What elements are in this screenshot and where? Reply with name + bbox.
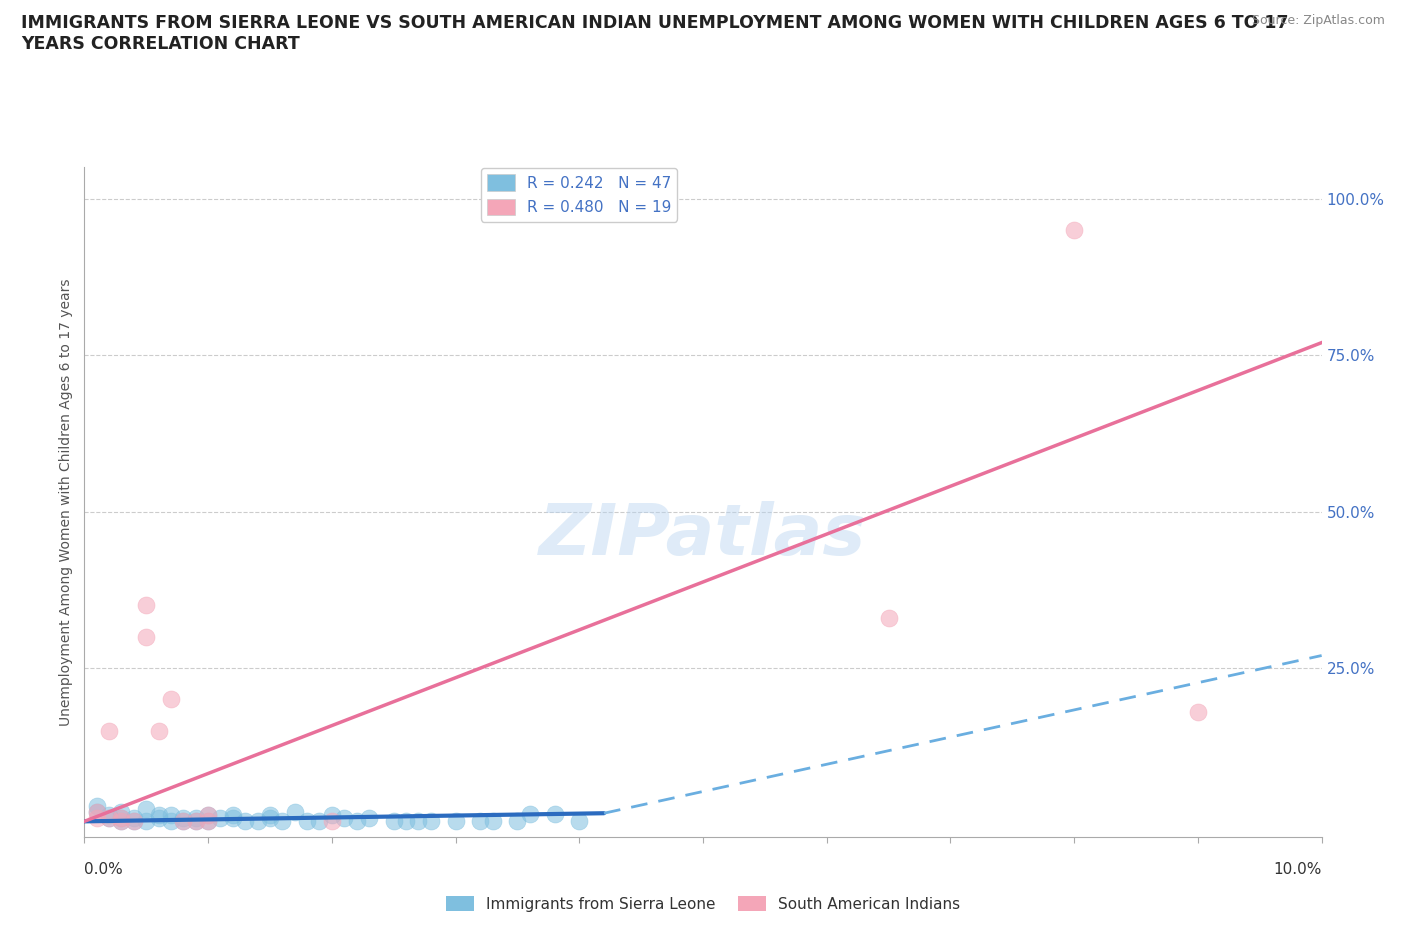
Point (184, 814, 207, 829)
Point (110, 811, 132, 826)
Point (148, 724, 170, 738)
Point (160, 814, 183, 829)
Point (519, 807, 541, 822)
Point (877, 610, 900, 625)
Point (184, 811, 207, 826)
Point (86, 811, 108, 826)
Point (172, 811, 194, 826)
Point (395, 814, 418, 829)
Point (333, 811, 356, 826)
Point (382, 814, 405, 829)
Point (346, 814, 368, 829)
Legend: Immigrants from Sierra Leone, South American Indians: Immigrants from Sierra Leone, South Amer… (440, 889, 966, 918)
Point (295, 814, 318, 829)
Text: 0.0%: 0.0% (84, 862, 124, 877)
Point (222, 807, 245, 822)
Point (122, 814, 145, 829)
Point (419, 814, 441, 829)
Legend: R = 0.242   N = 47, R = 0.480   N = 19: R = 0.242 N = 47, R = 0.480 N = 19 (481, 168, 678, 221)
Point (246, 814, 269, 829)
Text: ZIPatlas: ZIPatlas (540, 501, 866, 570)
Text: Source: ZipAtlas.com: Source: ZipAtlas.com (1251, 14, 1385, 27)
Point (197, 814, 219, 829)
Point (470, 814, 492, 829)
Point (209, 811, 232, 826)
Text: IMMIGRANTS FROM SIERRA LEONE VS SOUTH AMERICAN INDIAN UNEMPLOYMENT AMONG WOMEN W: IMMIGRANTS FROM SIERRA LEONE VS SOUTH AM… (21, 14, 1288, 53)
Point (543, 807, 565, 822)
Point (197, 807, 219, 822)
Point (148, 807, 170, 822)
Y-axis label: Unemployment Among Women with Children Ages 6 to 17 years: Unemployment Among Women with Children A… (59, 278, 73, 726)
Point (135, 802, 157, 817)
Point (122, 811, 145, 826)
Point (481, 814, 503, 829)
Point (110, 814, 132, 829)
Point (444, 814, 467, 829)
Point (98, 811, 121, 826)
Point (110, 814, 132, 829)
Point (135, 630, 157, 644)
Point (271, 814, 294, 829)
Point (110, 804, 132, 819)
Point (1063, 222, 1085, 237)
Point (357, 811, 380, 826)
Point (86, 804, 108, 819)
Point (135, 598, 157, 613)
Point (98, 724, 121, 738)
Point (284, 804, 307, 819)
Point (506, 814, 529, 829)
Point (308, 814, 330, 829)
Point (160, 807, 183, 822)
Point (86, 798, 108, 813)
Point (172, 814, 194, 829)
Point (197, 807, 219, 822)
Text: 10.0%: 10.0% (1274, 862, 1322, 877)
Point (110, 811, 132, 826)
Point (408, 814, 430, 829)
Point (259, 811, 281, 826)
Point (259, 807, 281, 822)
Point (86, 804, 108, 819)
Point (321, 814, 343, 829)
Point (184, 814, 207, 829)
Point (98, 811, 121, 826)
Point (172, 814, 194, 829)
Point (222, 811, 245, 826)
Point (233, 814, 256, 829)
Point (160, 692, 183, 707)
Point (135, 814, 157, 829)
Point (148, 811, 170, 826)
Point (197, 814, 219, 829)
Point (321, 807, 343, 822)
Point (122, 814, 145, 829)
Point (98, 807, 121, 822)
Point (568, 814, 591, 829)
Point (1187, 704, 1209, 719)
